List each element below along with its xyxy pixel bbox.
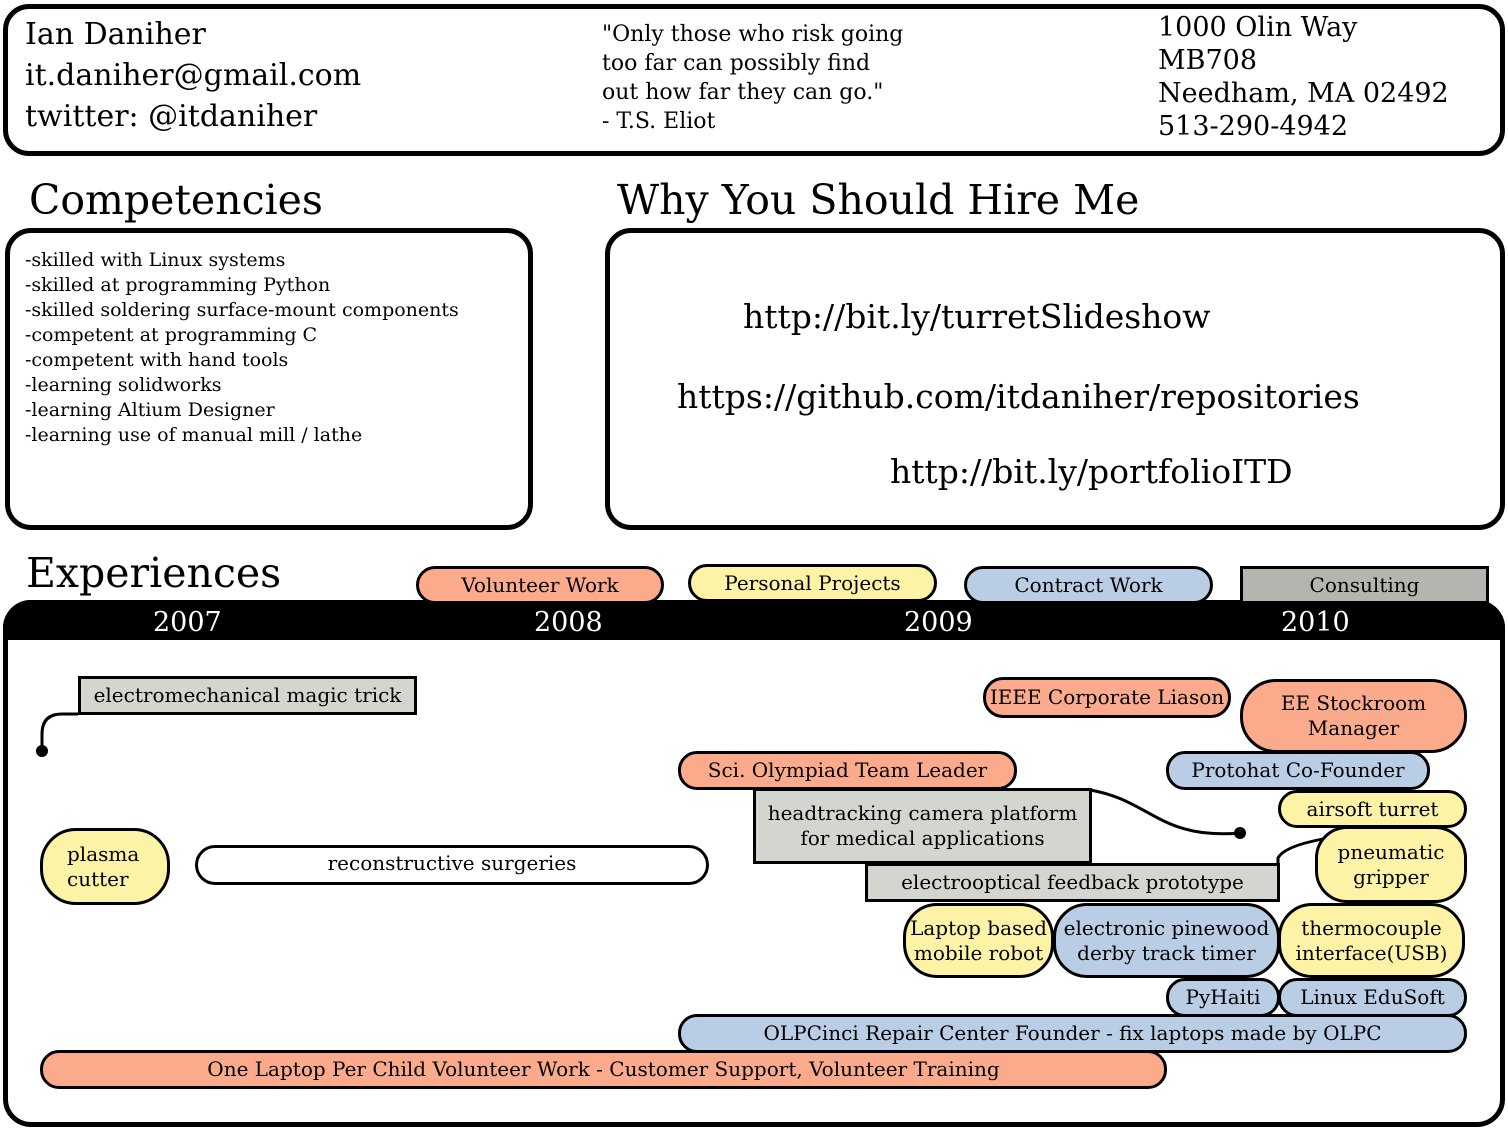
year-2010: 2010 bbox=[1281, 607, 1350, 638]
exp-headtracking-camera-platform: headtracking camera platform for medical… bbox=[753, 788, 1092, 864]
contact-info: Ian Daniher it.daniher@gmail.com twitter… bbox=[25, 14, 361, 137]
exp-label: Sci. Olympiad Team Leader bbox=[707, 758, 988, 782]
exp-electromechanical-magic-trick: electromechanical magic trick bbox=[78, 676, 417, 715]
competencies-title: Competencies bbox=[29, 176, 323, 224]
competency-item: -learning use of manual mill / lathe bbox=[25, 424, 363, 446]
exp-pinewood-derby-timer: electronic pinewood derby track timer bbox=[1053, 903, 1280, 978]
exp-label: electromechanical magic trick bbox=[93, 683, 402, 707]
exp-airsoft-turret: airsoft turret bbox=[1278, 790, 1467, 828]
address-street: 1000 Olin Way bbox=[1158, 12, 1358, 43]
exp-label: thermocouple bbox=[1301, 915, 1442, 940]
exp-laptop-mobile-robot: Laptop based mobile robot bbox=[903, 903, 1054, 978]
name: Ian Daniher bbox=[25, 17, 206, 52]
competency-item: -competent with hand tools bbox=[25, 349, 289, 371]
exp-label: PyHaiti bbox=[1185, 985, 1261, 1009]
exp-label: Manager bbox=[1307, 716, 1400, 740]
experiences-title: Experiences bbox=[26, 549, 282, 597]
quote-line: too far can possibly find bbox=[602, 51, 871, 76]
exp-protohat-co-founder: Protohat Co-Founder bbox=[1166, 751, 1430, 790]
exp-thermocouple-interface: thermocouple interface(USB) bbox=[1278, 903, 1465, 978]
competency-item: -competent at programming C bbox=[25, 324, 318, 346]
exp-pyhaiti: PyHaiti bbox=[1166, 978, 1280, 1017]
exp-ieee-corporate-liason: IEEE Corporate Liason bbox=[983, 677, 1231, 718]
exp-label: IEEE Corporate Liason bbox=[989, 685, 1225, 709]
year-2008: 2008 bbox=[534, 607, 603, 638]
github-link[interactable]: https://github.com/itdaniher/repositorie… bbox=[677, 377, 1360, 416]
exp-plasma-cutter: plasma cutter bbox=[40, 828, 170, 905]
legend-personal-projects: Personal Projects bbox=[688, 564, 937, 602]
exp-ee-stockroom-manager: EE Stockroom Manager bbox=[1240, 679, 1467, 753]
quote-line: "Only those who risk going bbox=[602, 22, 904, 47]
twitter-handle[interactable]: twitter: @itdaniher bbox=[25, 99, 318, 134]
year-bar bbox=[3, 600, 1505, 640]
exp-label: mobile robot bbox=[913, 940, 1044, 965]
exp-label: EE Stockroom bbox=[1280, 691, 1427, 715]
exp-label: One Laptop Per Child Volunteer Work - Cu… bbox=[207, 1057, 1000, 1081]
exp-label: cutter bbox=[67, 866, 129, 891]
exp-label: interface(USB) bbox=[1295, 940, 1448, 965]
exp-label: for medical applications bbox=[800, 826, 1045, 850]
exp-label: OLPCinci Repair Center Founder - fix lap… bbox=[763, 1021, 1382, 1045]
exp-label: headtracking camera platform bbox=[767, 801, 1078, 825]
legend-consulting: Consulting bbox=[1240, 566, 1489, 604]
exp-label: airsoft turret bbox=[1306, 796, 1439, 821]
exp-sci-olympiad-team-leader: Sci. Olympiad Team Leader bbox=[678, 751, 1017, 790]
competency-item: -skilled at programming Python bbox=[25, 274, 331, 296]
legend-volunteer-work: Volunteer Work bbox=[416, 566, 664, 604]
quote: "Only those who risk going too far can p… bbox=[602, 20, 903, 136]
exp-electrooptical-feedback-prototype: electrooptical feedback prototype bbox=[865, 863, 1280, 902]
quote-author: - T.S. Eliot bbox=[602, 109, 716, 134]
exp-label: reconstructive surgeries bbox=[327, 850, 577, 875]
slideshow-link[interactable]: http://bit.ly/turretSlideshow bbox=[743, 297, 1211, 336]
year-2007: 2007 bbox=[153, 607, 222, 638]
address-city: Needham, MA 02492 bbox=[1158, 78, 1449, 109]
exp-label: Linux EduSoft bbox=[1300, 985, 1445, 1009]
address-box: MB708 bbox=[1158, 45, 1258, 76]
exp-olpc-volunteer-work: One Laptop Per Child Volunteer Work - Cu… bbox=[40, 1050, 1167, 1089]
phone-number: 513-290-4942 bbox=[1158, 111, 1349, 142]
competencies-list: -skilled with Linux systems -skilled at … bbox=[25, 248, 459, 448]
portfolio-link[interactable]: http://bit.ly/portfolioITD bbox=[890, 452, 1293, 491]
exp-linux-edusoft: Linux EduSoft bbox=[1278, 978, 1467, 1017]
email[interactable]: it.daniher@gmail.com bbox=[25, 58, 362, 93]
exp-label: electronic pinewood bbox=[1063, 915, 1270, 940]
header-box bbox=[3, 4, 1505, 156]
exp-pneumatic-gripper: pneumatic gripper bbox=[1315, 826, 1467, 903]
exp-reconstructive-surgeries: reconstructive surgeries bbox=[195, 845, 709, 885]
exp-label: plasma bbox=[67, 841, 140, 866]
exp-label: Laptop based bbox=[910, 915, 1047, 940]
hire-box bbox=[605, 228, 1505, 530]
competency-item: -skilled soldering surface-mount compone… bbox=[25, 299, 459, 321]
exp-label: pneumatic bbox=[1337, 839, 1445, 864]
exp-label: derby track timer bbox=[1077, 940, 1256, 965]
year-2009: 2009 bbox=[904, 607, 973, 638]
competency-item: -skilled with Linux systems bbox=[25, 249, 286, 271]
exp-label: gripper bbox=[1353, 864, 1429, 889]
address: 1000 Olin Way MB708 Needham, MA 02492 51… bbox=[1158, 11, 1449, 143]
exp-label: Protohat Co-Founder bbox=[1191, 758, 1405, 782]
legend-contract-work: Contract Work bbox=[964, 566, 1213, 604]
exp-label: electrooptical feedback prototype bbox=[901, 870, 1244, 894]
quote-line: out how far they can go." bbox=[602, 80, 884, 105]
competencies-box bbox=[5, 228, 533, 530]
hire-title: Why You Should Hire Me bbox=[617, 176, 1140, 224]
exp-olpcinci-repair-center: OLPCinci Repair Center Founder - fix lap… bbox=[678, 1014, 1467, 1053]
competency-item: -learning Altium Designer bbox=[25, 399, 275, 421]
competency-item: -learning solidworks bbox=[25, 374, 222, 396]
